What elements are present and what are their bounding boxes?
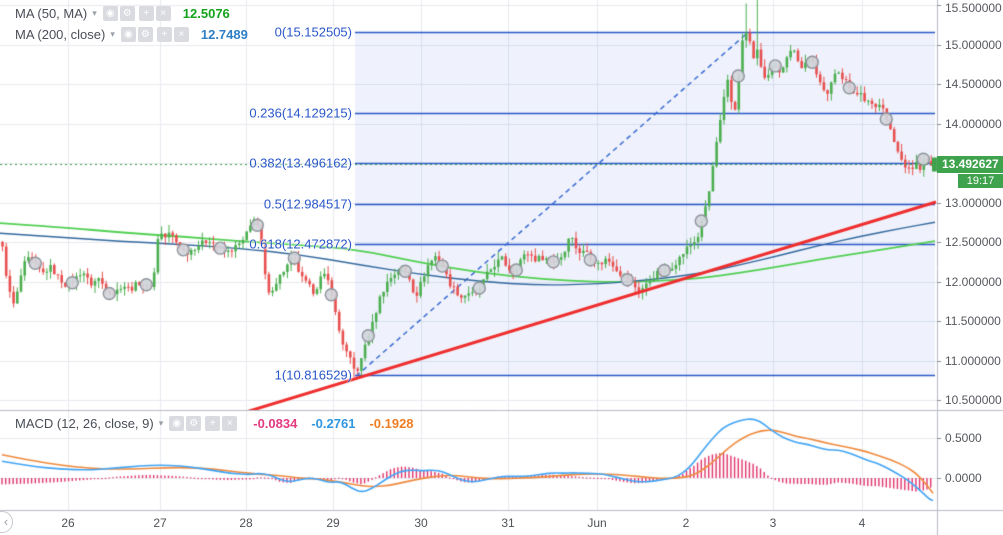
ma50-value: 12.5076 [182,5,230,21]
last-price-tag: 13.492627 [937,156,1003,173]
time-axis-label-4: 4 [858,516,866,530]
eye-icon[interactable]: ◉ [102,5,118,21]
chevron-left-icon: ‹ [3,514,9,529]
price-axis-label-3: 14.000000 [945,116,1002,131]
time-axis-label-26: 26 [61,516,75,530]
price-axis-label-5: 12.500000 [945,235,1002,249]
time-axis-label-29: 29 [326,516,340,530]
price-axis-label-4: 13.000000 [945,195,1002,210]
gear-icon[interactable]: ⚙ [119,5,135,21]
price-axis-label-7: 11.500000 [945,314,1001,328]
time-axis-label-3: 3 [769,516,777,530]
time-axis-label-2: 2 [682,516,690,530]
close-icon[interactable]: × [155,5,171,21]
price-axis-label-2: 14.500000 [945,77,1002,91]
bar-countdown: 19:17 [958,174,1003,188]
macd-axis-label-0: 0.5000 [945,431,982,445]
price-axis-label-1: 15.000000 [945,37,1002,52]
fib-level-label-5: 1(10.816529) [274,367,352,383]
ma200-label[interactable]: MA (200, close) [15,26,106,42]
macd-hist-value: -0.0834 [253,415,298,431]
fib-level-label-0: 0(15.152505) [274,24,352,40]
price-axis-label-0: 15.500000 [945,1,1002,15]
macd-line-value: -0.2761 [311,415,356,431]
time-axis-label-27: 27 [153,516,167,530]
eye-icon[interactable]: ◉ [169,415,185,431]
eye-icon[interactable]: ◉ [120,26,136,42]
macd-signal-value: -0.1928 [369,415,414,431]
gear-icon[interactable]: ⚙ [137,26,153,42]
chevron-down-icon[interactable]: ▾ [92,7,97,18]
time-axis-label-Jun: Jun [587,516,607,530]
add-icon[interactable]: + [156,26,172,42]
ma50-label[interactable]: MA (50, MA) [15,5,88,21]
close-icon[interactable]: × [173,26,189,42]
chevron-down-icon[interactable]: ▾ [110,28,115,39]
ma200-value: 12.7489 [200,26,248,42]
chevron-down-icon[interactable]: ▾ [158,417,164,428]
macd-label[interactable]: MACD (12, 26, close, 9) [15,415,154,431]
fib-level-label-2: 0.382(13.496162) [249,155,352,171]
time-axis-label-28: 28 [239,516,253,530]
time-axis-label-30: 30 [414,516,428,530]
fib-level-label-1: 0.236(14.129215) [249,105,352,121]
add-icon[interactable]: + [138,5,154,21]
fib-level-label-4: 0.618(12.472872) [249,236,352,252]
macd-axis-label-1: 0.0000 [945,471,982,485]
legend-ma50: MA (50, MA) ▾ ◉ ⚙ + × 12.5076 [15,4,230,22]
price-axis-label-6: 12.000000 [945,274,1002,289]
legend-macd: MACD (12, 26, close, 9) ▾ ◉ ⚙ + × -0.083… [15,414,414,432]
gear-icon[interactable]: ⚙ [186,415,202,431]
close-icon[interactable]: × [222,415,238,431]
add-icon[interactable]: + [205,415,221,431]
fib-level-label-3: 0.5(12.984517) [263,196,352,212]
time-axis-label-31: 31 [501,516,515,530]
price-axis-label-8: 11.000000 [945,353,1001,368]
price-axis-label-9: 10.500000 [945,393,1002,407]
legend-ma200: MA (200, close) ▾ ◉ ⚙ + × 12.7489 [15,25,248,43]
